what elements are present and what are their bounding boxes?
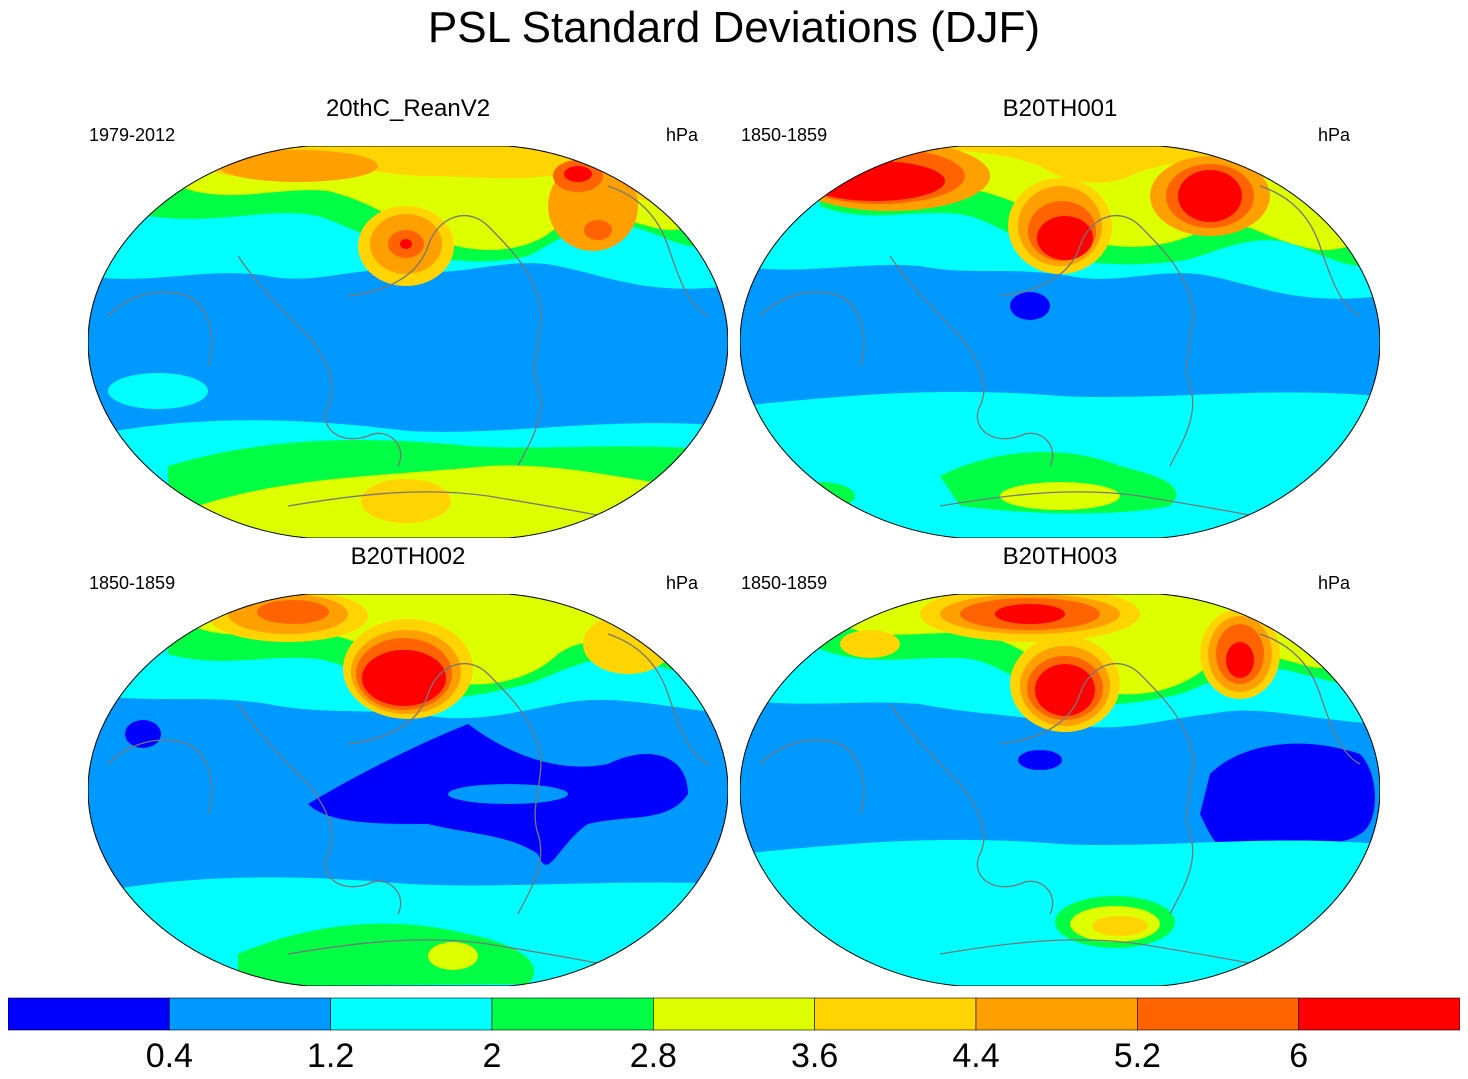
contour-level-5	[840, 630, 900, 658]
colorbar-tick-label: 0.4	[145, 1037, 193, 1075]
colorbar-box-1	[8, 997, 170, 1031]
map-border	[88, 594, 728, 986]
contour-level-7	[257, 600, 329, 624]
contour-level-4	[428, 942, 478, 970]
contour-level-8	[995, 604, 1065, 624]
contour-level-8	[400, 239, 412, 249]
contour-level-8	[1035, 664, 1095, 716]
map-b20th003	[740, 594, 1380, 986]
contour-level-1	[1200, 743, 1375, 851]
panel-title: B20TH002	[350, 543, 466, 570]
contour-level-8	[1037, 216, 1093, 260]
contour-level-5	[583, 614, 673, 674]
panel-20thc-reanv2: 20thC_ReanV2 1979-2012 hPa	[88, 95, 728, 538]
map-border	[740, 146, 1380, 538]
contour-level-2	[108, 373, 208, 409]
period-label: 1850-1859	[89, 573, 176, 593]
colorbar-box-9	[1298, 997, 1460, 1031]
contour-level-3	[785, 482, 855, 510]
colorbar	[8, 997, 1460, 1031]
units-label: hPa	[1318, 573, 1351, 593]
colorbar-tick-label: 2	[482, 1037, 502, 1075]
contour-level-5	[1092, 916, 1148, 936]
colorbar-box-5	[653, 997, 815, 1031]
field-base	[448, 784, 568, 804]
contour-level-8	[1226, 642, 1254, 678]
period-label: 1850-1859	[741, 125, 828, 145]
contour-level-4	[1000, 482, 1120, 510]
colorbar-tick-label: 5.2	[1113, 1037, 1161, 1075]
contour-level-5	[361, 479, 451, 523]
period-label: 1850-1859	[741, 573, 828, 593]
colorbar-box-4	[491, 997, 654, 1031]
contour-level-5	[820, 146, 1380, 216]
map-20thc-reanv2	[88, 146, 728, 538]
colorbar-tick-label: 6	[1289, 1037, 1309, 1075]
colorbar-tick-label: 4.4	[952, 1037, 1000, 1075]
colorbar-box-8	[1137, 997, 1299, 1031]
units-label: hPa	[666, 125, 699, 145]
contour-level-8	[1178, 170, 1242, 222]
contour-level-8	[564, 166, 592, 182]
contour-level-3	[238, 923, 535, 986]
panel-title: B20TH003	[1002, 543, 1118, 570]
colorbar-box-3	[330, 997, 493, 1031]
map-border	[88, 146, 728, 538]
panel-b20th002: B20TH002 1850-1859 hPa	[88, 543, 728, 986]
colorbar-tick-label: 2.8	[629, 1037, 677, 1075]
map-b20th002	[88, 594, 728, 986]
colorbar-box-7	[975, 997, 1138, 1031]
figure-title: PSL Standard Deviations (DJF)	[427, 3, 1041, 52]
colorbar-box-2	[169, 997, 331, 1031]
panel-title: B20TH001	[1002, 95, 1118, 122]
units-label: hPa	[1318, 125, 1351, 145]
contour-level-1	[1018, 750, 1062, 770]
panel-b20th003: B20TH003 1850-1859 hPa	[740, 543, 1380, 986]
map-border	[740, 594, 1380, 986]
panel-title: 20thC_ReanV2	[325, 95, 491, 122]
period-label: 1979-2012	[89, 125, 176, 145]
colorbar-tick-label: 3.6	[791, 1037, 839, 1075]
contour-level-1	[1010, 292, 1050, 320]
units-label: hPa	[666, 573, 699, 593]
panel-b20th001: B20TH001 1850-1859 hPa	[740, 95, 1380, 538]
colorbar-tick-label: 1.2	[307, 1037, 355, 1075]
contour-level-8	[362, 650, 446, 706]
map-b20th001	[740, 146, 1380, 538]
contour-level-7	[584, 220, 612, 240]
contour-level-1	[125, 720, 161, 748]
colorbar-box-6	[814, 997, 977, 1031]
contour-level-6	[218, 150, 378, 182]
